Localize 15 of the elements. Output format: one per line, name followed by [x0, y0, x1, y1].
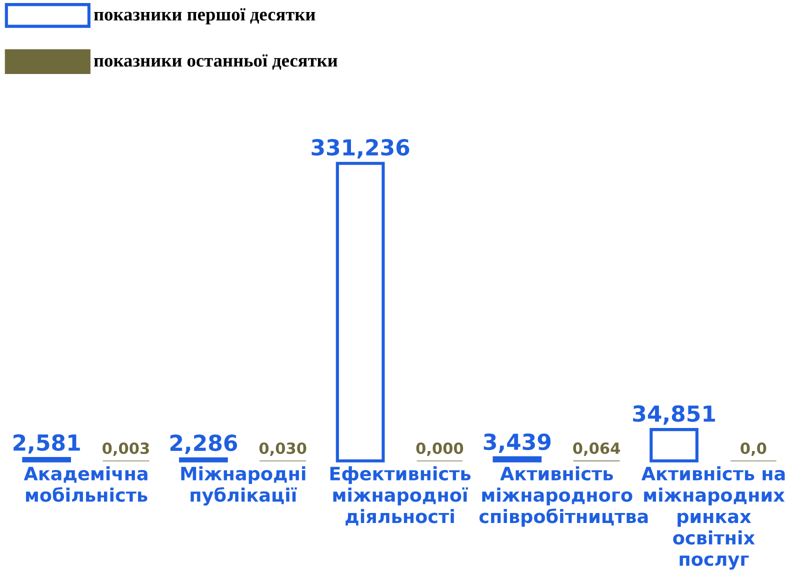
x-tick-label: Академічна мобільність [24, 466, 148, 502]
data-label: 0,0 [740, 442, 766, 456]
data-label: 3,439 [484, 434, 551, 454]
data-label: 2,581 [14, 434, 80, 454]
legend-label: показники останньої десятки [94, 54, 338, 70]
data-label: 0,000 [416, 442, 464, 456]
data-label: 0,064 [573, 442, 620, 456]
data-label: 0,030 [259, 442, 306, 456]
data-label: 2,286 [170, 434, 238, 454]
legend-label: показники першої десятки [94, 8, 316, 24]
data-label: 331,236 [312, 139, 410, 159]
x-tick-label: Міжнародні публікації [181, 466, 306, 506]
data-label: 34,851 [633, 405, 715, 425]
x-tick-label: Ефективність міжнародної діяльності [330, 466, 471, 526]
data-label: 0,003 [102, 442, 149, 456]
